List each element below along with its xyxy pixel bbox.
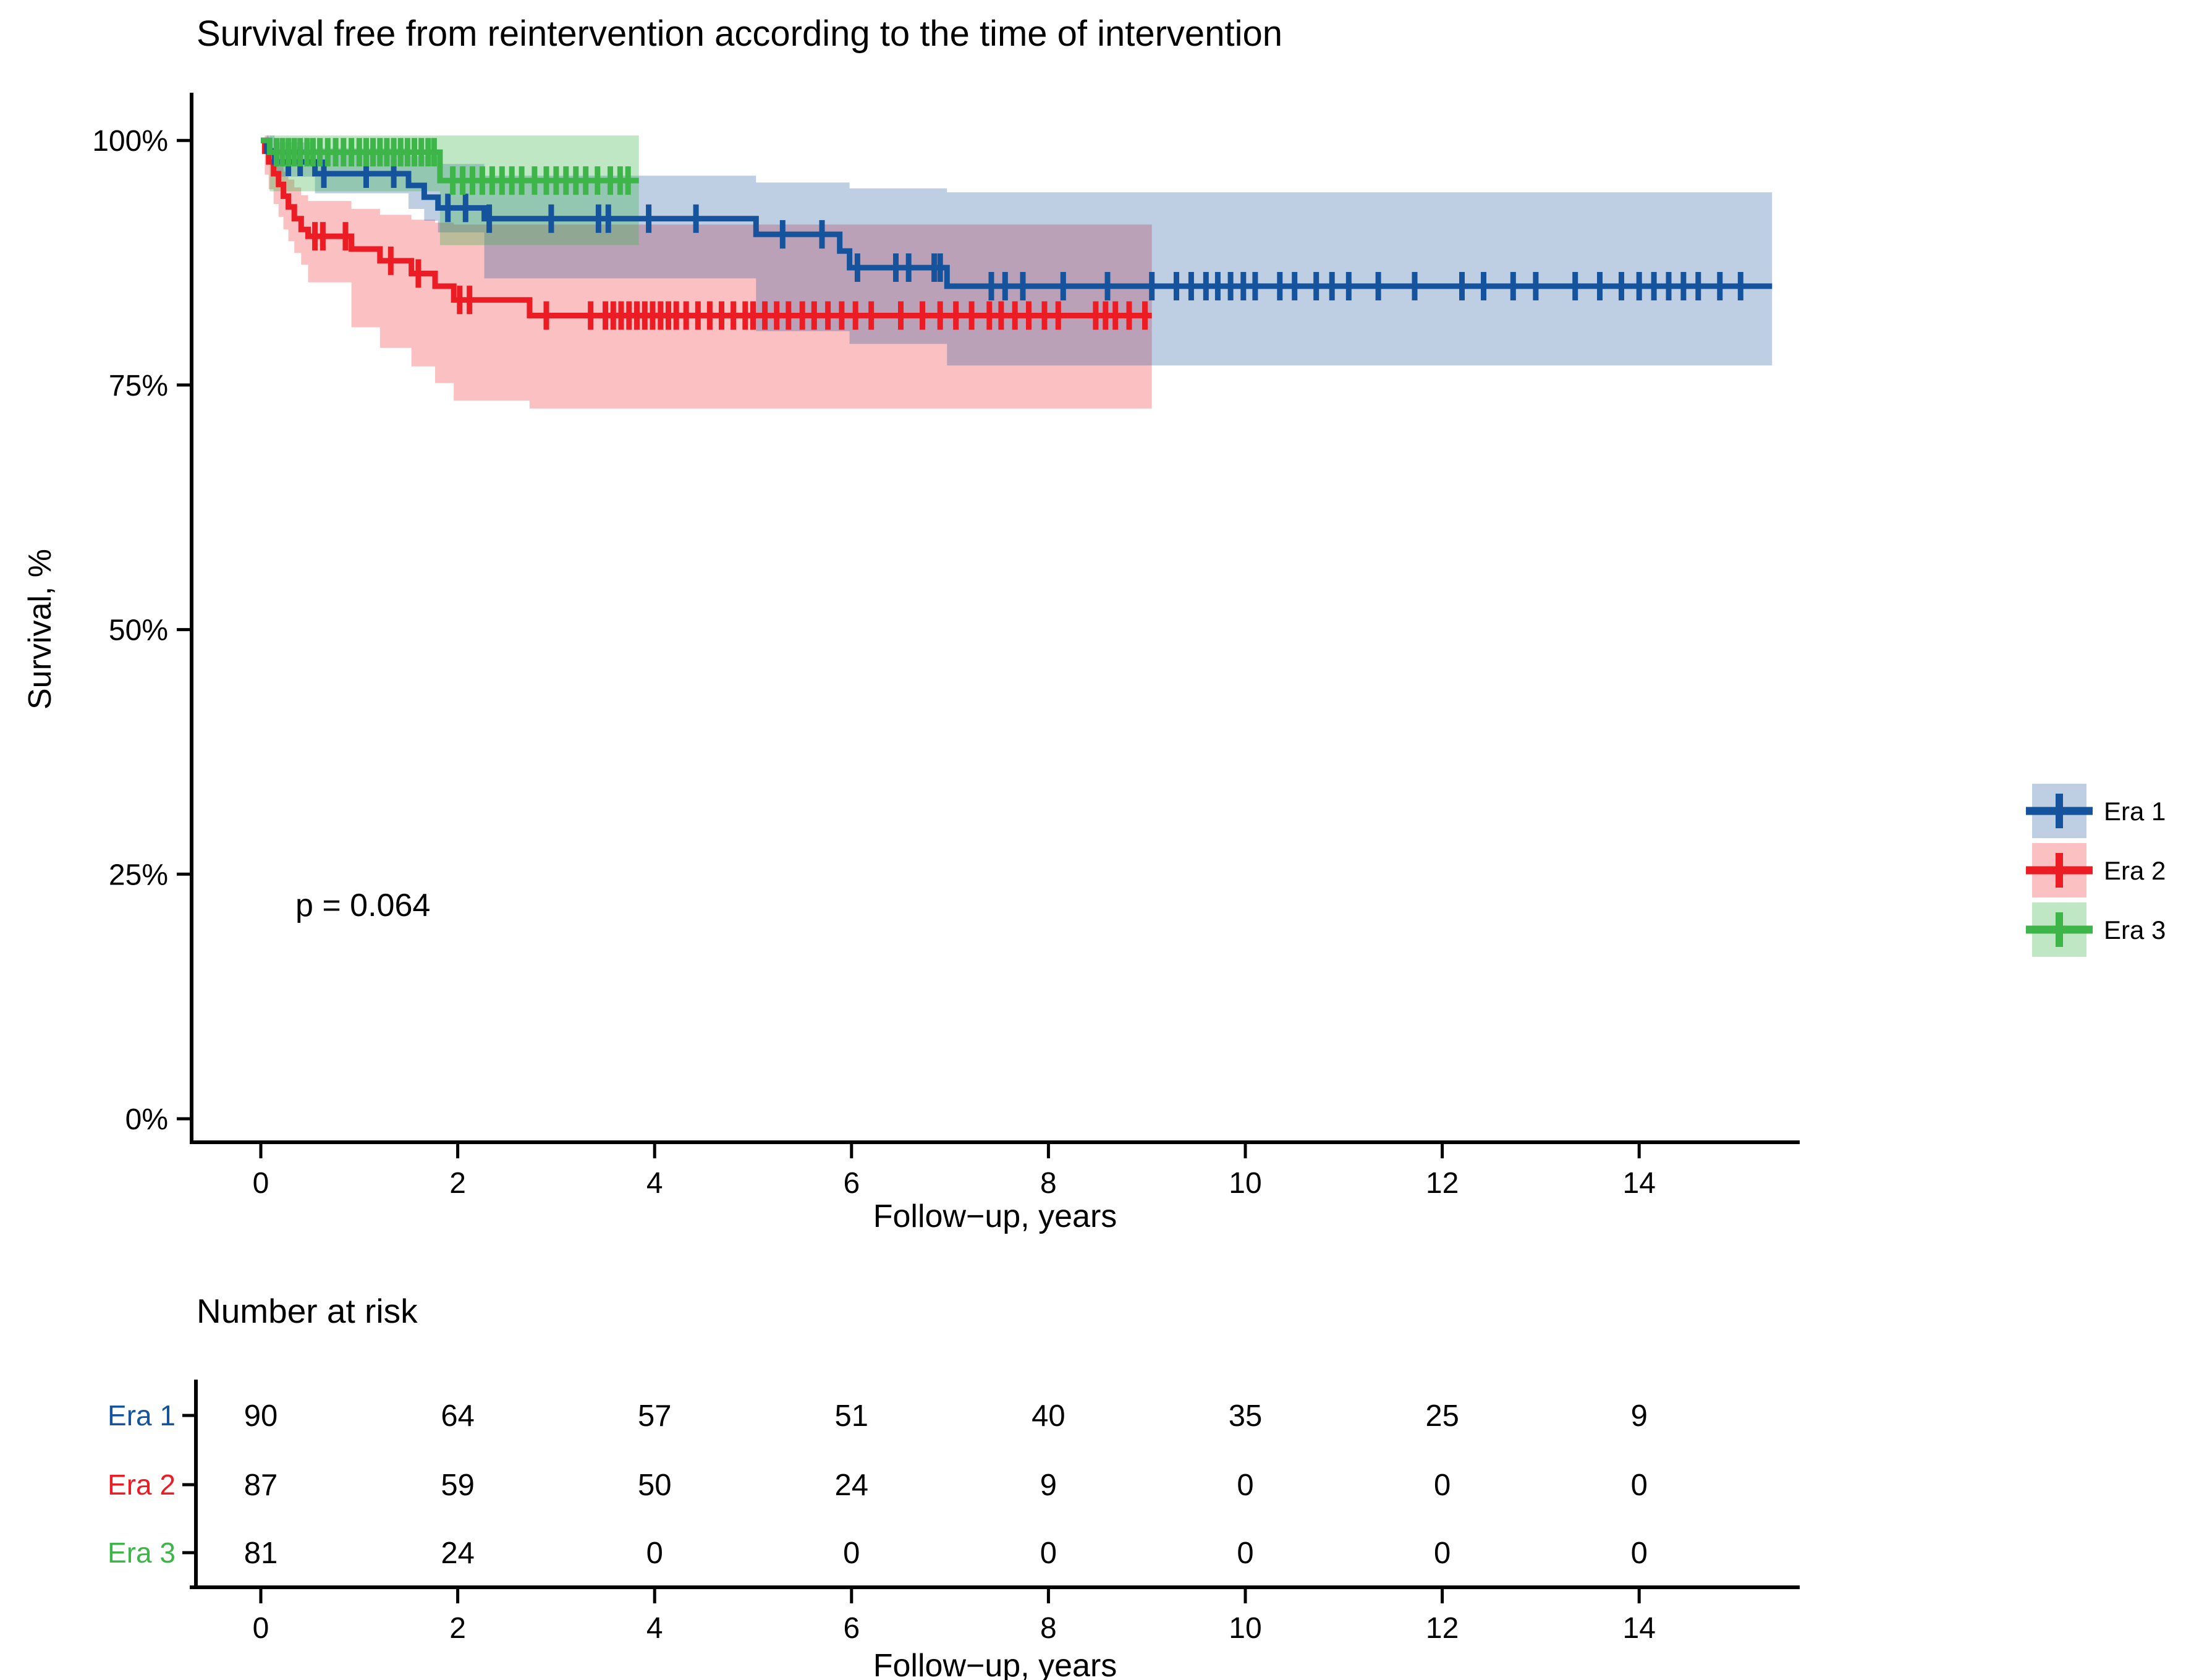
risk-count: 0 [1631, 1469, 1648, 1502]
risk-count: 24 [441, 1537, 475, 1570]
risk-count: 57 [638, 1399, 672, 1433]
risk-count: 9 [1040, 1469, 1057, 1502]
risk-count: 0 [1237, 1469, 1253, 1502]
risk-count: 90 [244, 1399, 278, 1433]
risk-x-axis-title: Follow−up, years [873, 1648, 1117, 1680]
risk-count: 64 [441, 1399, 475, 1433]
risk-x-tick-label: 6 [843, 1612, 860, 1645]
risk-count: 0 [1237, 1537, 1253, 1570]
risk-row-labels: Era 1 Era 2 Era 3 [108, 1399, 176, 1569]
p-value-label: p = 0.064 [295, 888, 430, 923]
risk-count: 0 [1040, 1537, 1057, 1570]
legend-item-era1: Era 1 [2026, 784, 2166, 838]
y-tick-label: 50% [109, 614, 168, 647]
censor-marks [274, 138, 1743, 330]
risk-count: 35 [1229, 1399, 1263, 1433]
legend: Era 1 Era 2 Era 3 [2026, 784, 2166, 957]
x-axis-title: Follow−up, years [873, 1198, 1117, 1234]
x-tick-label: 2 [449, 1167, 466, 1200]
risk-count: 50 [638, 1469, 672, 1502]
ci-band-era1 [261, 135, 1773, 366]
risk-x-tick-label: 0 [253, 1612, 269, 1645]
risk-row-label-era1: Era 1 [108, 1399, 176, 1432]
confidence-bands [261, 135, 1773, 409]
plot-axes: 100% 75% 50% 25% 0% 0 2 4 6 8 10 12 14 [92, 93, 1800, 1200]
risk-x-tick-label: 8 [1040, 1612, 1057, 1645]
risk-count: 87 [244, 1469, 278, 1502]
x-tick-label: 10 [1229, 1167, 1261, 1200]
risk-count: 0 [1631, 1537, 1648, 1570]
x-tick-label: 4 [646, 1167, 663, 1200]
ci-band-era2 [261, 135, 1152, 409]
y-tick-label: 0% [125, 1103, 168, 1136]
risk-count: 9 [1631, 1399, 1648, 1433]
risk-x-tick-label: 4 [646, 1612, 663, 1645]
risk-x-tick-label: 14 [1623, 1612, 1656, 1645]
risk-count: 0 [1434, 1537, 1451, 1570]
legend-label-era1: Era 1 [2104, 797, 2166, 826]
risk-table-title: Number at risk [197, 1292, 418, 1330]
legend-label-era2: Era 2 [2104, 856, 2166, 885]
x-tick-label: 6 [843, 1167, 860, 1200]
risk-count: 0 [1434, 1469, 1451, 1502]
risk-x-tick-label: 10 [1229, 1612, 1261, 1645]
risk-count: 51 [835, 1399, 869, 1433]
censors-era1 [286, 148, 1743, 300]
y-tick-label: 25% [109, 859, 168, 891]
risk-count: 40 [1031, 1399, 1065, 1433]
censors-era2 [312, 222, 1148, 330]
y-tick-label: 100% [92, 125, 168, 158]
chart-title: Survival free from reintervention accord… [197, 14, 1282, 54]
risk-count: 59 [441, 1469, 475, 1502]
y-tick-label: 75% [109, 370, 168, 402]
risk-count: 25 [1425, 1399, 1459, 1433]
legend-label-era3: Era 3 [2104, 915, 2166, 944]
risk-x-tick-label: 12 [1426, 1612, 1459, 1645]
x-tick-label: 8 [1040, 1167, 1057, 1200]
x-tick-label: 14 [1623, 1167, 1656, 1200]
x-tick-label: 12 [1426, 1167, 1459, 1200]
y-axis-title: Survival, % [22, 549, 58, 710]
risk-count: 0 [646, 1537, 663, 1570]
risk-x-tick-label: 2 [449, 1612, 466, 1645]
risk-row-label-era2: Era 2 [108, 1469, 176, 1501]
legend-item-era3: Era 3 [2026, 902, 2166, 957]
risk-count: 24 [835, 1469, 869, 1502]
risk-count: 0 [843, 1537, 860, 1570]
risk-row-label-era3: Era 3 [108, 1537, 176, 1569]
legend-item-era2: Era 2 [2026, 843, 2166, 897]
censors-era3 [274, 138, 631, 195]
risk-count: 81 [244, 1537, 278, 1570]
x-tick-label: 0 [253, 1167, 269, 1200]
